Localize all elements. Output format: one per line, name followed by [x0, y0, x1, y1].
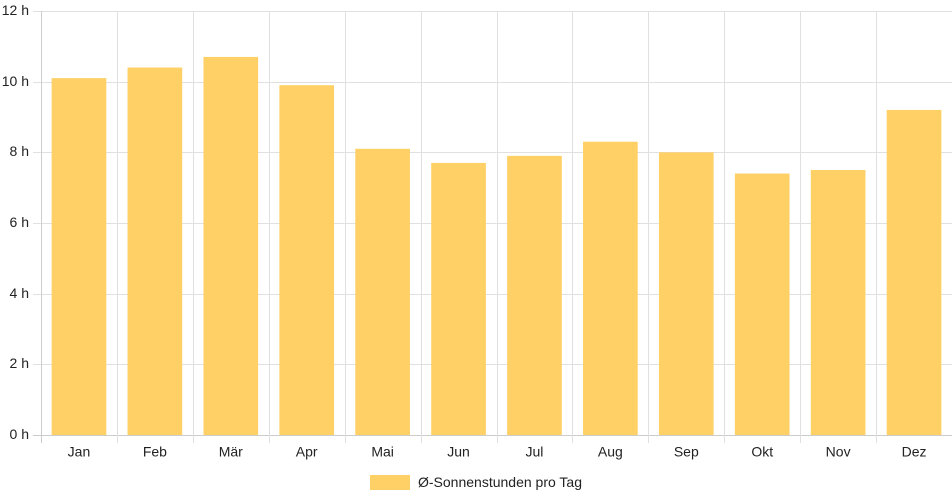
- chart-bars: [51, 56, 942, 436]
- bar-aug[interactable]: [583, 141, 638, 435]
- x-axis: Jan Feb Mär Apr Mai Jun Jul Aug Sep Okt Nov Dez: [68, 444, 927, 460]
- x-tick-label: Jun: [447, 444, 470, 460]
- x-tick-label: Mär: [219, 444, 243, 460]
- chart-legend[interactable]: Ø-Sonnenstunden pro Tag: [370, 472, 582, 492]
- y-tick-label: 0 h: [10, 426, 29, 442]
- x-tick-label: Feb: [143, 444, 167, 460]
- legend-swatch: [370, 474, 410, 490]
- x-tick-label: Aug: [598, 444, 623, 460]
- y-tick-label: 10 h: [2, 73, 29, 89]
- x-tick-label: Jul: [526, 444, 544, 460]
- bar-sep[interactable]: [658, 152, 714, 436]
- x-tick-label: Dez: [902, 444, 927, 460]
- y-axis: 0 h 2 h 4 h 6 h 8 h 10 h 12 h: [2, 2, 29, 442]
- y-tick-label: 4 h: [10, 285, 29, 301]
- bar-jun[interactable]: [431, 162, 486, 435]
- x-tick-label: Jan: [68, 444, 91, 460]
- x-tick-label: Okt: [751, 444, 773, 460]
- y-tick-label: 8 h: [10, 143, 29, 159]
- x-tick-label: Sep: [674, 444, 699, 460]
- chart-grid: [33, 11, 952, 443]
- bar-jul[interactable]: [507, 155, 562, 435]
- legend-label: Ø-Sonnenstunden pro Tag: [418, 474, 582, 490]
- x-tick-label: Nov: [826, 444, 851, 460]
- bar-mär[interactable]: [203, 56, 259, 435]
- bar-dez[interactable]: [886, 109, 942, 435]
- bar-apr[interactable]: [279, 85, 335, 435]
- y-tick-label: 2 h: [10, 355, 29, 371]
- bar-nov[interactable]: [810, 170, 866, 435]
- bar-feb[interactable]: [127, 67, 183, 436]
- bar-okt[interactable]: [734, 173, 790, 436]
- x-tick-label: Apr: [296, 444, 318, 460]
- bar-mai[interactable]: [355, 148, 410, 436]
- bar-jan[interactable]: [51, 78, 107, 435]
- x-tick-label: Mai: [371, 444, 394, 460]
- y-tick-label: 12 h: [2, 2, 29, 18]
- y-tick-label: 6 h: [10, 214, 29, 230]
